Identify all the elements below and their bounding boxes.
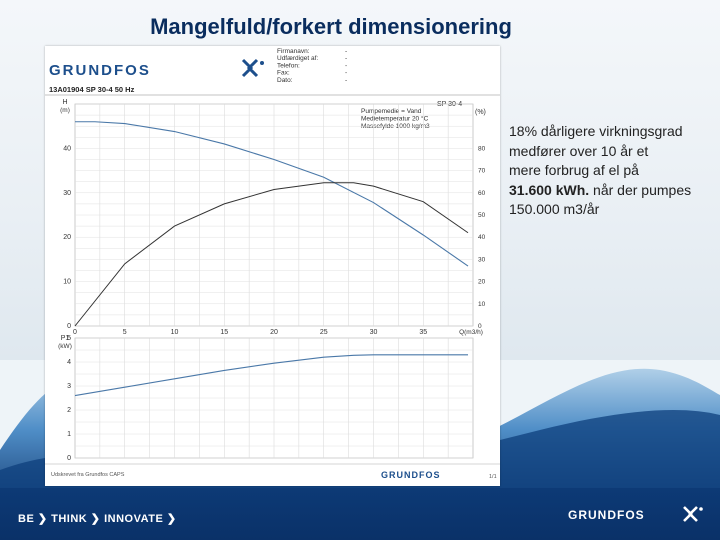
info-label: Dato: (277, 77, 293, 84)
x-tick-label: 20 (270, 329, 278, 336)
y2-tick-label: 30 (478, 256, 486, 263)
y2-tick-label: 80 (478, 145, 486, 152)
info-label: Firmanavn: (277, 48, 310, 55)
h-eta-chart: 0 10 20 30 40 0 5 10 15 20 25 30 35 Q(m3/h) H(m) 0 10 20 3… (60, 99, 485, 336)
y-tick-label: 10 (63, 279, 71, 286)
info-value: - (345, 55, 347, 62)
side-note-line: 18% dårligere virkningsgrad (509, 123, 683, 139)
y2-tick-label: 60 (478, 190, 486, 197)
info-value: - (345, 48, 347, 55)
info-label: Udfærdiget af: (277, 55, 318, 62)
footer-bar: BE ❯ THINK ❯ INNOVATE ❯ GRUNDFOS (0, 488, 720, 540)
y-axis-unit: (m) (60, 107, 70, 114)
medium-line: Pumpemedie = Vand (361, 108, 422, 115)
grundfos-logo: GRUNDFOS (568, 506, 703, 522)
y2-tick-label: 70 (478, 168, 486, 175)
y2-tick-label: 20 (478, 279, 486, 286)
y2-tick-label: 0 (478, 323, 482, 330)
datasheet-graphic: GRUNDFOS Firmanavn: - Udfærdiget af: - Telef… (45, 48, 500, 480)
series-p1-curve (74, 354, 469, 397)
y-tick-label: 40 (63, 145, 71, 152)
medium-line: Massefylde 1000 kg/m3 (361, 123, 430, 130)
y-axis-label: P1 (61, 335, 70, 342)
tagline: BE ❯ THINK ❯ INNOVATE ❯ (18, 512, 177, 525)
side-note-line: 31.600 kWh. når der pumpes (509, 181, 719, 201)
x-tick-label: 30 (370, 329, 378, 336)
info-label: Fax: (277, 70, 290, 77)
y-tick-label: 0 (67, 455, 71, 462)
product-line: 13A01904 SP 30-4 50 Hz (49, 85, 135, 94)
x-tick-label: 0 (73, 329, 77, 336)
page-number: 1/1 (489, 474, 497, 480)
grundfos-x-icon (683, 506, 703, 522)
y-tick-label: 2 (67, 407, 71, 414)
tagline-innovate: INNOVATE (104, 513, 164, 525)
y-tick-label: 4 (67, 359, 71, 366)
y-tick-label: 30 (63, 190, 71, 197)
pump-datasheet: GRUNDFOS Firmanavn: - Udfærdiget af: - Telef… (45, 46, 500, 486)
side-note-line: 150.000 m3/år (509, 201, 600, 217)
medium-line: Medietemperatur 20 °C (361, 115, 429, 123)
side-note-kwh-rest: når der pumpes (589, 181, 692, 198)
y-tick-label: 20 (63, 234, 71, 241)
chevron-right-icon: ❯ (166, 513, 177, 525)
info-value: - (345, 70, 347, 77)
chevron-right-icon: ❯ (90, 513, 101, 525)
y-tick-label: 1 (67, 431, 71, 438)
datasheet-info-block: Firmanavn: - Udfærdiget af: - Telefon: - Fax: -… (277, 48, 347, 84)
chevron-right-icon: ❯ (37, 513, 48, 525)
y2-tick-label: 50 (478, 212, 486, 219)
y2-tick-label: 40 (478, 234, 486, 241)
x-tick-label: 35 (419, 329, 427, 336)
side-note-line: mere forbrug af el på (509, 162, 639, 178)
datasheet-footer-logo: GRUNDFOS (381, 470, 441, 480)
y-tick-label: 0 (67, 323, 71, 330)
pump-tag: SP 30-4 (437, 101, 462, 108)
side-note-kwh: 31.600 kWh. (509, 181, 590, 198)
side-note-line: medfører over 10 år et (509, 142, 649, 159)
footer-logo-text: GRUNDFOS (568, 508, 645, 522)
tagline-be: BE (18, 513, 35, 525)
y-axis-unit: (kW) (58, 343, 72, 350)
x-tick-label: 25 (320, 329, 328, 336)
x-axis-label: Q(m3/h) (459, 329, 483, 336)
series-h-curve (75, 121, 469, 267)
datasheet-logo-text: GRUNDFOS (49, 62, 151, 79)
slide-title: Mangelfuld/forkert dimensionering (150, 14, 512, 39)
datasheet-footer-text: Udskrevet fra Grundfos CAPS (51, 472, 125, 478)
x-tick-label: 15 (220, 329, 228, 336)
side-note: 18% dårligere virkningsgrad medfører ove… (509, 122, 719, 220)
y2-tick-label: 10 (478, 301, 486, 308)
info-value: - (345, 62, 347, 69)
eta-unit: (%) (475, 109, 486, 116)
y-tick-label: 3 (67, 383, 71, 390)
tagline-think: THINK (51, 513, 88, 525)
x-tick-label: 10 (171, 329, 179, 336)
info-label: Telefon: (277, 62, 300, 69)
x-tick-label: 5 (123, 329, 127, 336)
series-eta-curve (74, 182, 469, 327)
y-axis-label: H (62, 99, 67, 106)
y-tick-label: 5 (67, 335, 71, 342)
info-value: - (345, 77, 347, 84)
grundfos-x-icon (241, 58, 264, 78)
footer-logo: GRUNDFOS (568, 505, 708, 530)
power-chart: 0 1 2 3 4 5P1(kW) (58, 335, 474, 462)
